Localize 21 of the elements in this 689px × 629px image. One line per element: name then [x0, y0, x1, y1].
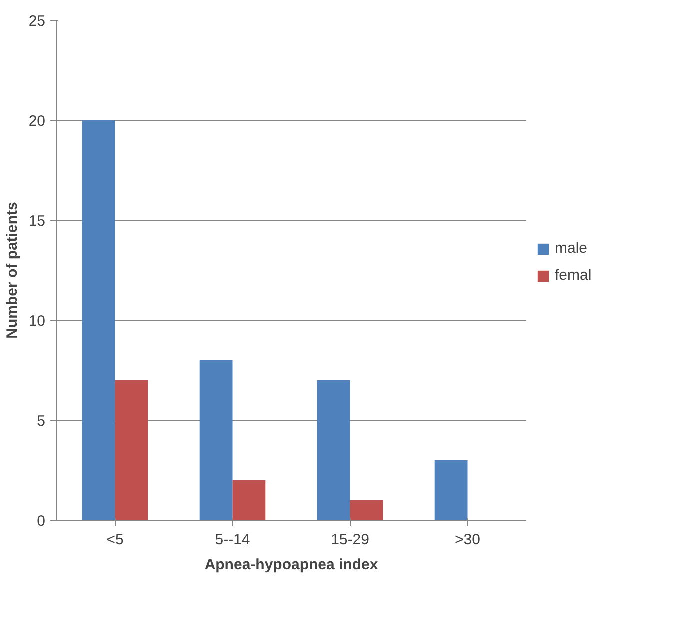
y-tick-label: 20 — [28, 113, 46, 130]
y-tick-label: 5 — [37, 413, 46, 430]
y-axis-title: Number of patients — [4, 202, 21, 339]
bar — [115, 380, 148, 520]
bar — [200, 360, 233, 520]
bar — [434, 460, 468, 520]
x-axis-title: Apnea-hypoapnea index — [204, 556, 379, 574]
legend-label: femal — [555, 267, 592, 284]
bar — [317, 380, 350, 520]
y-tick-label: 10 — [28, 313, 46, 330]
y-tick-label: 25 — [28, 13, 46, 30]
x-tick-label: >30 — [455, 532, 480, 548]
y-tick-label: 0 — [37, 513, 46, 530]
bar — [82, 120, 116, 520]
bar — [350, 500, 384, 520]
y-tick-label: 15 — [28, 213, 46, 230]
x-tick-label: <5 — [106, 532, 124, 548]
legend-label: male — [555, 240, 588, 257]
x-tick-label: 5--14 — [215, 532, 250, 548]
x-tick-label: 15-29 — [331, 532, 370, 548]
bar — [232, 480, 266, 520]
